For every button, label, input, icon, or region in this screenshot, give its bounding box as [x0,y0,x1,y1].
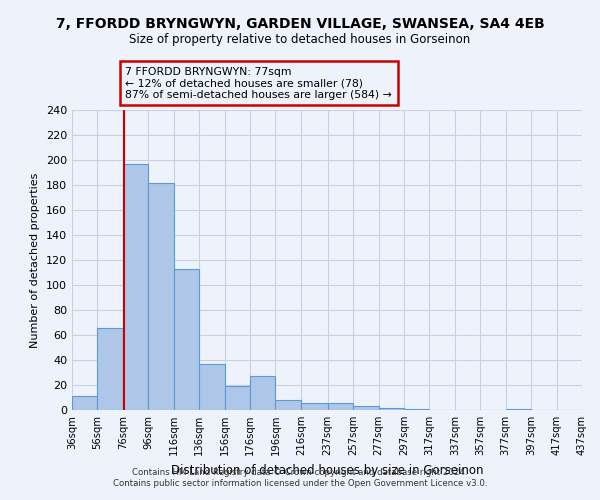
Bar [148,182,174,410]
Text: Size of property relative to detached houses in Gorseinon: Size of property relative to detached ho… [130,32,470,46]
Bar [506,409,531,410]
Bar [353,406,379,410]
Bar [123,164,148,410]
Bar [174,269,199,410]
Text: Contains HM Land Registry data © Crown copyright and database right 2024.
Contai: Contains HM Land Registry data © Crown c… [113,468,487,487]
Bar [250,376,275,410]
Bar [224,386,250,410]
Bar [199,364,224,410]
Bar [97,328,123,410]
Y-axis label: Number of detached properties: Number of detached properties [31,172,40,348]
Bar [275,400,301,410]
Bar [328,402,353,410]
Bar [301,402,328,410]
Bar [72,396,97,410]
Bar [379,408,404,410]
Text: 7 FFORDD BRYNGWYN: 77sqm
← 12% of detached houses are smaller (78)
87% of semi-d: 7 FFORDD BRYNGWYN: 77sqm ← 12% of detach… [125,67,392,100]
Text: 7, FFORDD BRYNGWYN, GARDEN VILLAGE, SWANSEA, SA4 4EB: 7, FFORDD BRYNGWYN, GARDEN VILLAGE, SWAN… [56,18,544,32]
X-axis label: Distribution of detached houses by size in Gorseinon: Distribution of detached houses by size … [171,464,483,476]
Bar [404,409,430,410]
